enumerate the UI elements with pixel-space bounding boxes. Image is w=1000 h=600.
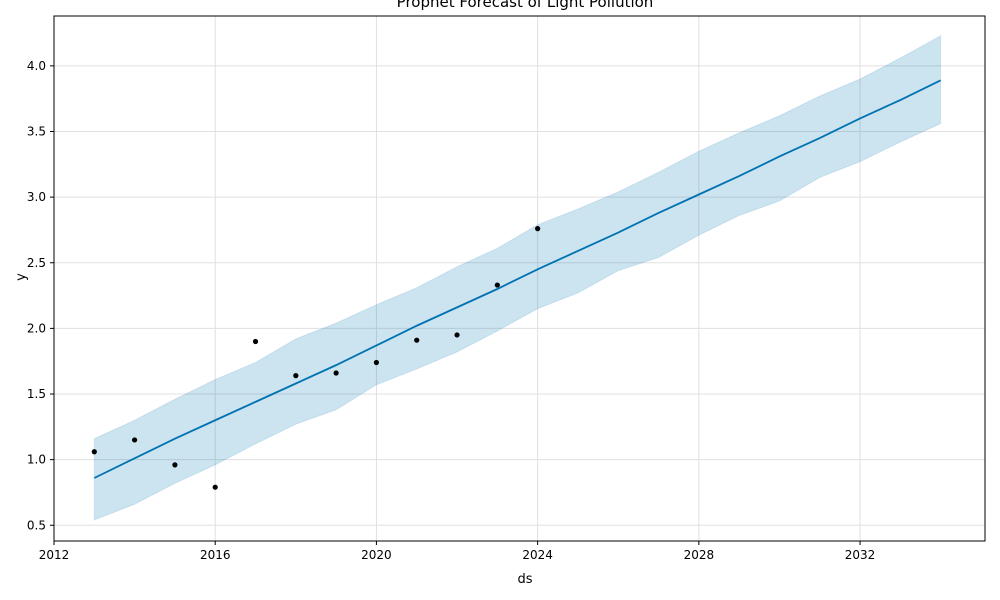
y-tick-label: 2.0 [27,321,46,335]
observed-point [132,437,138,443]
x-ticks-layer: 2012 2016 2020 2024 2028 2032 [39,541,876,562]
x-tick-label: 2016 [200,548,231,562]
y-tick-label: 1.5 [27,387,46,401]
plot-frame [53,15,986,542]
grid-layer [53,16,985,541]
observed-point [494,282,500,288]
observed-point [333,370,339,376]
y-tick-label: 0.5 [27,518,46,532]
observed-point [172,462,178,468]
x-tick-label: 2012 [39,548,70,562]
y-axis-label: y [14,273,29,281]
uncertainty-band-layer [93,34,942,521]
y-tick-label: 3.0 [27,190,46,204]
observed-point [91,449,97,455]
y-tick-label: 1.0 [27,453,46,467]
x-tick-label: 2028 [684,548,715,562]
axes-layer [53,15,986,542]
x-tick-label: 2032 [845,548,876,562]
observed-point [454,332,460,338]
observed-point [373,359,380,366]
y-tick-label: 3.5 [27,125,46,139]
chart-title: Prophet Forecast of Light Pollution [397,0,654,11]
x-tick-label: 2020 [361,548,392,562]
y-tick-label: 2.5 [27,256,46,270]
x-axis-label: ds [517,572,532,587]
observed-point [212,484,218,490]
observed-point [293,373,299,379]
uncertainty-band [93,34,942,521]
y-tick-label: 4.0 [27,59,46,73]
y-ticks-layer: 0.5 1.0 1.5 2.0 2.5 3.0 3.5 4.0 [27,59,54,532]
x-tick-label: 2024 [522,548,553,562]
forecast-line [93,79,942,479]
observed-point [414,337,420,343]
observed-point [535,226,541,232]
forecast-line-layer [93,79,942,479]
observed-point [252,338,259,345]
observed-points-layer [91,226,541,490]
